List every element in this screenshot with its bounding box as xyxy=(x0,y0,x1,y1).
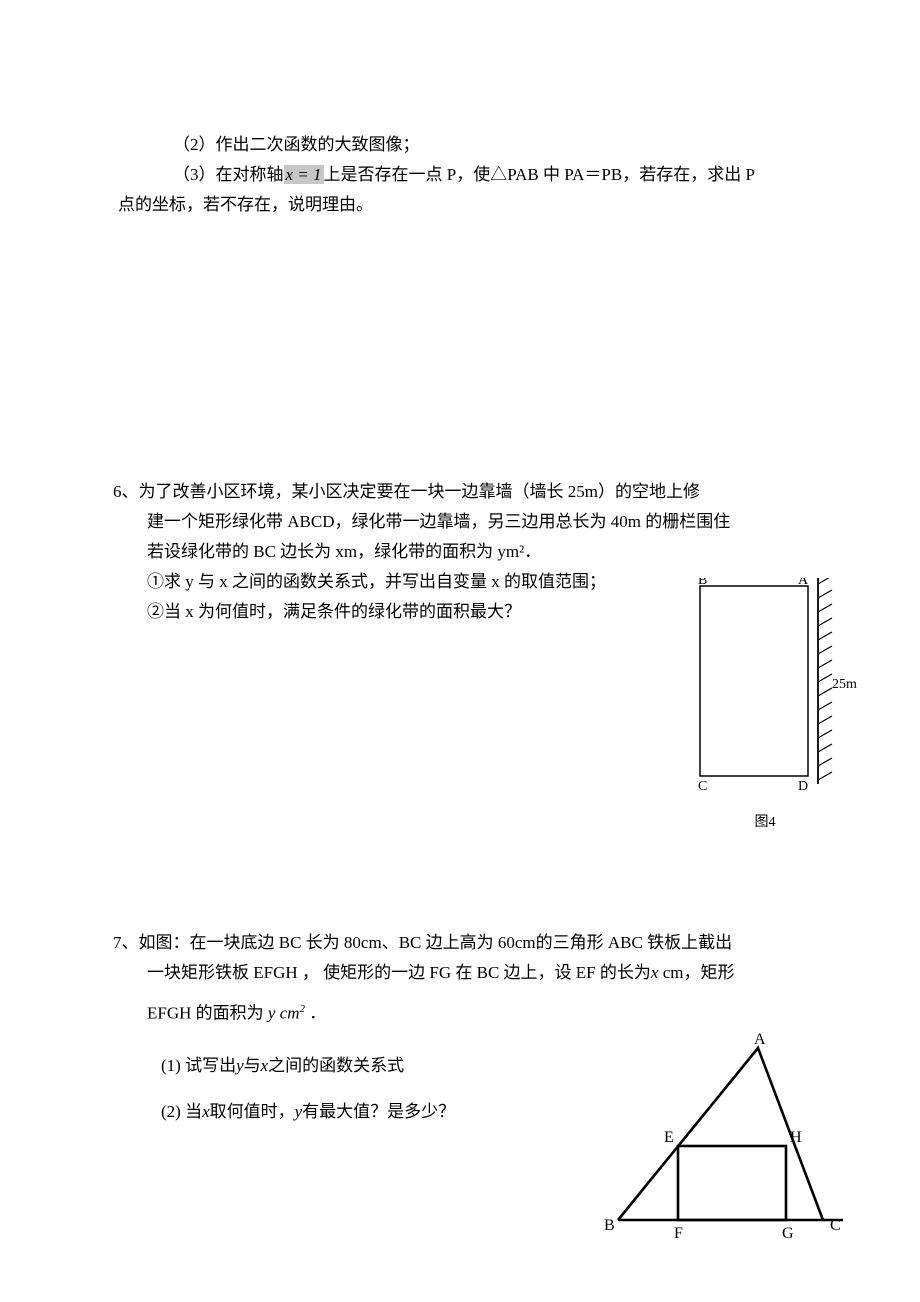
q6-wall-label: 25m xyxy=(832,677,857,692)
q6-l1: 为了改善小区环境，某小区决定要在一块一边靠墙（墙长 25m）的空地上修 xyxy=(139,482,700,501)
q7-p2c: 有最大值？是多少？ xyxy=(302,1102,455,1121)
q5-axis-expr: x = 1 xyxy=(284,165,324,184)
q7-label-B: B xyxy=(604,1217,615,1234)
q7-p1a: (1) 试写出 xyxy=(161,1056,236,1075)
q7-label-A: A xyxy=(754,1031,766,1048)
q7-svg: A B C E H F G xyxy=(598,1030,858,1240)
q7-sup: 2 xyxy=(300,1003,306,1015)
q5-part3-line1: （3）在对称轴x = 1上是否存在一点 P，使△PAB 中 PA＝PB，若存在，… xyxy=(118,160,818,190)
q7-label-E: E xyxy=(664,1129,674,1146)
q7-label-C: C xyxy=(830,1217,841,1234)
q7-l2a: 一块矩形铁板 EFGH ， 使矩形的一边 FG 在 BC 边上，设 EF 的长为 xyxy=(147,963,651,982)
q7-label-H: H xyxy=(790,1129,802,1146)
q7-label-G: G xyxy=(782,1225,794,1240)
q6-caption: 图4 xyxy=(700,808,830,838)
q6-l2: 建一个矩形绿化带 ABCD，绿化带一边靠墙，另三边用总长为 40m 的栅栏围住 xyxy=(113,507,833,537)
q7-p1c: 之间的函数关系式 xyxy=(268,1056,404,1075)
q7-line2: 一块矩形铁板 EFGH ， 使矩形的一边 FG 在 BC 边上，设 EF 的长为… xyxy=(113,958,833,988)
q6-label-C: C xyxy=(698,779,707,794)
q5-part3-line2: 点的坐标，若不存在，说明理由。 xyxy=(118,190,818,220)
q7-line1: 7、如图：在一块底边 BC 长为 80cm、BC 边上高为 60cm的三角形 A… xyxy=(113,928,833,958)
q7-rect xyxy=(678,1146,786,1220)
q6-rect xyxy=(700,586,808,776)
q7-l2b: cm，矩形 xyxy=(658,963,734,982)
q7-label-F: F xyxy=(674,1225,683,1240)
q7-line3: EFGH 的面积为 y cm2 ． xyxy=(113,994,833,1029)
q7-l3a: EFGH 的面积为 xyxy=(147,1004,264,1023)
q5-part3-mid: 上是否存在一点 P，使△PAB 中 PA＝PB，若存在，求出 P xyxy=(324,165,755,184)
q5-part3-prefix: （3）在对称轴 xyxy=(173,165,284,184)
q5-block: （2）作出二次函数的大致图像； （3）在对称轴x = 1上是否存在一点 P，使△… xyxy=(118,130,818,220)
q6-hatch xyxy=(818,578,832,780)
q6-svg: B A C D 25m xyxy=(680,578,860,798)
q6-label-B: B xyxy=(698,578,707,588)
q7-l3b: ． xyxy=(309,1004,326,1023)
q7-p1y: y xyxy=(236,1056,244,1075)
q6-num: 6、 xyxy=(113,482,139,501)
q7-num: 7、 xyxy=(113,933,139,952)
q6-figure: B A C D 25m 图4 xyxy=(680,578,860,838)
q7-l1: 如图：在一块底边 BC 长为 80cm、BC 边上高为 60cm的三角形 ABC… xyxy=(139,933,733,952)
q7-unit: cm xyxy=(275,1004,299,1023)
q7-figure: A B C E H F G xyxy=(598,1030,858,1250)
q6-line1: 6、为了改善小区环境，某小区决定要在一块一边靠墙（墙长 25m）的空地上修 xyxy=(113,477,833,507)
q7-p1b: 与 xyxy=(244,1056,261,1075)
page: （2）作出二次函数的大致图像； （3）在对称轴x = 1上是否存在一点 P，使△… xyxy=(0,0,920,1302)
q7-p2x: x xyxy=(202,1102,210,1121)
q6-l3: 若设绿化带的 BC 边长为 xm，绿化带的面积为 ym²． xyxy=(113,537,833,567)
q5-part2: （2）作出二次函数的大致图像； xyxy=(118,130,818,160)
q7-p2a: (2) 当 xyxy=(161,1102,202,1121)
q6-label-D: D xyxy=(798,779,808,794)
q7-p2b: 取何值时， xyxy=(210,1102,295,1121)
q6-label-A: A xyxy=(798,578,809,588)
